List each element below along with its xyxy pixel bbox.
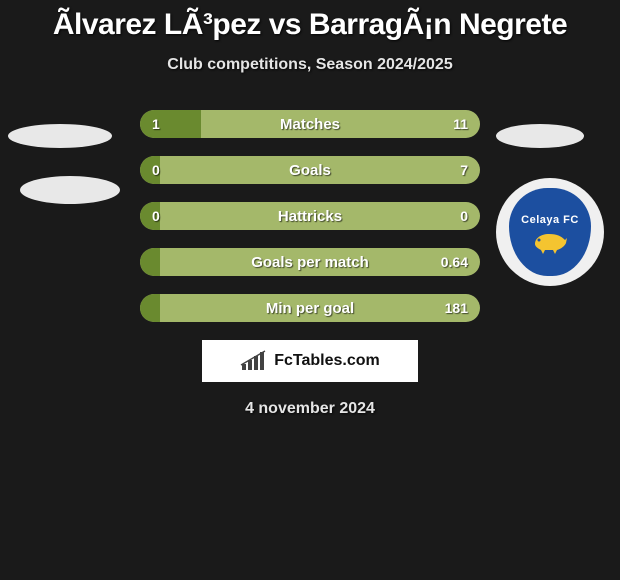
stat-row: Min per goal 181 [140,294,480,322]
stat-label: Goals per match [251,254,369,271]
stat-row: 0 Goals 7 [140,156,480,184]
stat-fill-left [140,248,160,276]
page-subtitle: Club competitions, Season 2024/2025 [0,56,620,74]
team-left-crest-placeholder [20,176,120,204]
stat-val-right: 181 [445,300,468,316]
stat-label: Matches [280,116,340,133]
stat-val-left: 1 [152,116,160,132]
stat-row: 1 Matches 11 [140,110,480,138]
attribution-text: FcTables.com [274,352,380,370]
stat-row: 0 Hattricks 0 [140,202,480,230]
bull-icon [531,230,569,256]
bar-chart-icon [240,350,268,372]
attribution-badge: FcTables.com [202,340,418,382]
stat-row: Goals per match 0.64 [140,248,480,276]
comparison-chart: 1 Matches 11 0 Goals 7 0 Hattricks 0 Goals per ma… [140,110,480,322]
stat-val-left: 0 [152,208,160,224]
stat-fill-left [140,110,201,138]
team-right-crest: Celaya FC [496,178,604,286]
page-title: Ãlvarez LÃ³pez vs BarragÃ¡n Negrete [0,0,620,42]
stat-val-right: 0.64 [441,254,468,270]
date-text: 4 november 2024 [0,400,620,418]
player-right-photo-placeholder [496,124,584,148]
stat-label: Min per goal [266,300,354,317]
stat-val-right: 7 [460,162,468,178]
stat-fill-left [140,294,160,322]
team-right-crest-label: Celaya FC [521,214,579,226]
stat-val-right: 0 [460,208,468,224]
stat-val-left: 0 [152,162,160,178]
player-left-photo-placeholder [8,124,112,148]
stat-label: Hattricks [278,208,342,225]
stat-label: Goals [289,162,331,179]
stat-val-right: 11 [453,116,468,132]
